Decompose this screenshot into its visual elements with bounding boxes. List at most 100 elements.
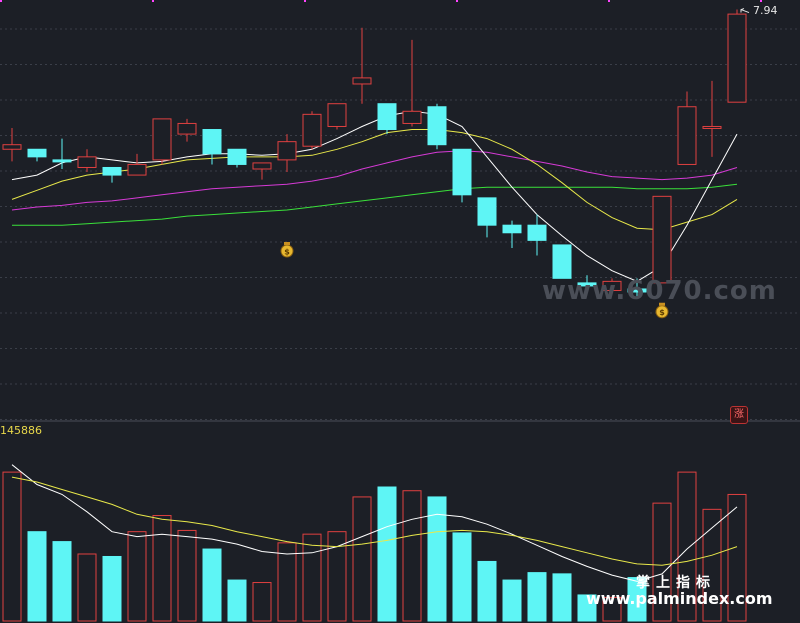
candle [52, 138, 72, 169]
candle-body [702, 125, 722, 129]
ma60-line [12, 183, 738, 226]
candle [77, 149, 97, 173]
ma20-line [11, 150, 738, 211]
candle [627, 278, 647, 299]
volume-bar [277, 542, 297, 622]
candle [127, 153, 147, 176]
candle-body [452, 148, 472, 196]
arrow-shaft [740, 9, 750, 14]
candle [602, 278, 622, 291]
candle [652, 195, 672, 284]
candle-body [627, 288, 647, 293]
candle [502, 220, 522, 248]
candle [402, 39, 422, 127]
candle-body [152, 118, 172, 161]
candle-body [302, 113, 322, 147]
candle-body [77, 156, 97, 168]
volume-bar [127, 531, 147, 622]
candle [152, 118, 172, 165]
volume-bar [327, 531, 347, 622]
volume-bar [452, 532, 472, 622]
candle [702, 80, 722, 157]
candle [427, 103, 447, 150]
chart-annotations: $$ [280, 8, 750, 319]
candle [277, 134, 297, 173]
candle [452, 148, 472, 203]
volume-bar [252, 582, 272, 622]
candle [2, 128, 22, 162]
candle-body [227, 148, 247, 165]
candle [677, 91, 697, 165]
candle-body [577, 282, 597, 287]
money-bag-symbol: $ [659, 308, 665, 317]
candle [27, 148, 47, 162]
volume-bar [577, 594, 597, 622]
candle-body [2, 144, 22, 150]
candle-body [652, 195, 672, 284]
candle [252, 162, 272, 180]
volume-bar [77, 553, 97, 622]
candle-body [102, 166, 122, 176]
volume-bar [402, 490, 422, 622]
candle-body [552, 244, 572, 279]
volume-bar [102, 555, 122, 622]
candle [577, 275, 597, 292]
volume-bar [527, 572, 547, 622]
volume-bar [152, 515, 172, 622]
candle-body [252, 162, 272, 170]
volume-bar [52, 541, 72, 622]
candle [177, 118, 197, 142]
volume-bar [177, 529, 197, 622]
candle-body [727, 13, 747, 103]
money-bag-symbol: $ [284, 248, 290, 257]
volume-bar [202, 548, 222, 622]
candle [527, 214, 547, 256]
candle [202, 129, 222, 165]
candle-body [677, 106, 697, 165]
candle-body [352, 77, 372, 85]
volume-bar [552, 573, 572, 622]
volume-bar [427, 496, 447, 622]
candle [352, 27, 372, 104]
volume-bar [727, 493, 747, 622]
volume-bar [602, 596, 622, 622]
money-bag-icon: $ [655, 302, 669, 319]
candle-body [27, 148, 47, 158]
arrow-head [740, 8, 745, 13]
candle-body [377, 103, 397, 131]
volume-bar [502, 579, 522, 622]
candle-body [527, 224, 547, 241]
candle-body [427, 106, 447, 146]
arrow-left-icon [740, 8, 750, 14]
volume-bar [477, 560, 497, 622]
candle [377, 103, 397, 135]
volume-bar [352, 496, 372, 622]
volume-bar [702, 508, 722, 622]
volume-ma-short-line [11, 464, 738, 582]
volume-bar [377, 486, 397, 622]
volume-bar [302, 533, 322, 622]
candle [327, 103, 347, 130]
money-bag-icon: $ [280, 242, 294, 258]
candle-body [402, 110, 422, 124]
volume-ma-long-line [11, 476, 738, 566]
candle [477, 197, 497, 238]
volume-bar [677, 471, 697, 622]
candle [552, 244, 572, 279]
candle-body [602, 280, 622, 291]
candle [727, 9, 747, 103]
volume-bar [2, 471, 22, 622]
candle [227, 148, 247, 168]
candle-body [327, 103, 347, 127]
candle [302, 111, 322, 150]
candle-body [202, 129, 222, 155]
candle-body [177, 122, 197, 135]
candle-body [52, 159, 72, 163]
money-bag-tie [659, 302, 665, 306]
volume-bar [227, 579, 247, 622]
candle-body [127, 163, 147, 176]
candlesticks [2, 9, 747, 299]
volume-bar [627, 577, 647, 622]
